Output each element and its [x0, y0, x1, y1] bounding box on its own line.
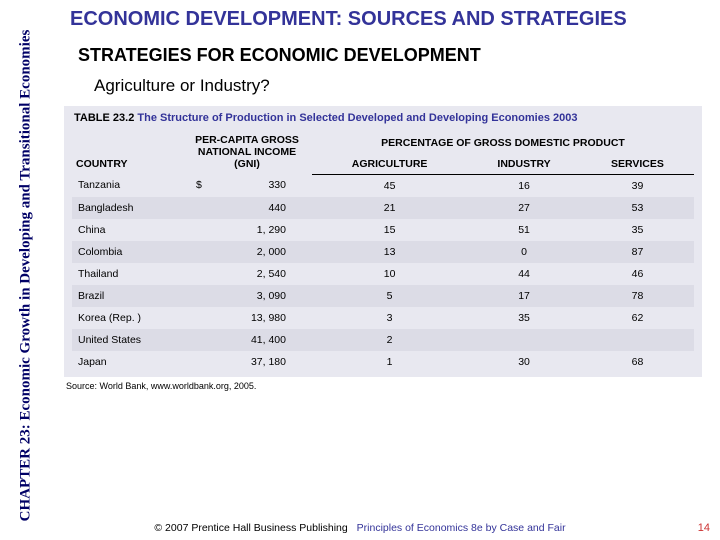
table-row: Brazil3, 09051778: [72, 285, 694, 307]
page-subtitle: STRATEGIES FOR ECONOMIC DEVELOPMENT: [78, 45, 706, 66]
cell-services: 62: [581, 307, 694, 329]
cell-country: Japan: [72, 351, 182, 373]
page-number: 14: [698, 522, 710, 534]
cell-industry: 0: [467, 241, 581, 263]
table-source: Source: World Bank, www.worldbank.org, 2…: [66, 381, 706, 391]
col-country: COUNTRY: [72, 132, 182, 174]
cell-income: 13, 980: [182, 307, 312, 329]
cell-agriculture: 21: [312, 197, 467, 219]
cell-income: $330: [182, 174, 312, 197]
cell-country: Korea (Rep. ): [72, 307, 182, 329]
cell-industry: 35: [467, 307, 581, 329]
cell-agriculture: 2: [312, 329, 467, 351]
production-table: COUNTRY PER-CAPITA GROSS NATIONAL INCOME…: [72, 132, 694, 373]
table-row: Tanzania$330451639: [72, 174, 694, 197]
cell-income: 440: [182, 197, 312, 219]
cell-services: [581, 329, 694, 351]
cell-agriculture: 1: [312, 351, 467, 373]
footer: © 2007 Prentice Hall Business Publishing…: [0, 522, 720, 534]
col-services: SERVICES: [581, 151, 694, 174]
chapter-sidebar-label: CHAPTER 23: Economic Growth in Developin…: [6, 60, 46, 490]
cell-agriculture: 45: [312, 174, 467, 197]
cell-agriculture: 3: [312, 307, 467, 329]
cell-industry: [467, 329, 581, 351]
cell-services: 68: [581, 351, 694, 373]
cell-services: 46: [581, 263, 694, 285]
table-row: United States41, 4002: [72, 329, 694, 351]
cell-agriculture: 15: [312, 219, 467, 241]
cell-income: 1, 290: [182, 219, 312, 241]
cell-income: 3, 090: [182, 285, 312, 307]
page-title: ECONOMIC DEVELOPMENT: SOURCES AND STRATE…: [70, 8, 706, 31]
cell-industry: 27: [467, 197, 581, 219]
footer-book: Principles of Economics 8e by Case and F…: [357, 522, 566, 534]
table-caption-text: The Structure of Production in Selected …: [137, 112, 577, 124]
cell-country: Colombia: [72, 241, 182, 263]
cell-agriculture: 10: [312, 263, 467, 285]
cell-country: United States: [72, 329, 182, 351]
table-row: Colombia2, 00013087: [72, 241, 694, 263]
cell-industry: 44: [467, 263, 581, 285]
cell-services: 39: [581, 174, 694, 197]
cell-country: China: [72, 219, 182, 241]
col-industry: INDUSTRY: [467, 151, 581, 174]
table-row: Japan37, 18013068: [72, 351, 694, 373]
cell-income: 41, 400: [182, 329, 312, 351]
cell-services: 78: [581, 285, 694, 307]
chapter-sidebar-text: CHAPTER 23: Economic Growth in Developin…: [18, 29, 35, 521]
cell-income: 37, 180: [182, 351, 312, 373]
col-income: PER-CAPITA GROSS NATIONAL INCOME (GNI): [182, 132, 312, 174]
col-agriculture: AGRICULTURE: [312, 151, 467, 174]
cell-industry: 30: [467, 351, 581, 373]
cell-income: 2, 000: [182, 241, 312, 263]
cell-agriculture: 13: [312, 241, 467, 263]
cell-industry: 17: [467, 285, 581, 307]
footer-copyright: © 2007 Prentice Hall Business Publishing: [154, 522, 347, 534]
cell-services: 87: [581, 241, 694, 263]
cell-services: 53: [581, 197, 694, 219]
section-question: Agriculture or Industry?: [94, 76, 706, 96]
table-row: Bangladesh440212753: [72, 197, 694, 219]
table-row: Thailand2, 540104446: [72, 263, 694, 285]
col-group: PERCENTAGE OF GROSS DOMESTIC PRODUCT: [312, 132, 694, 151]
table-row: Korea (Rep. )13, 98033562: [72, 307, 694, 329]
cell-country: Brazil: [72, 285, 182, 307]
table-caption-label: TABLE 23.2: [74, 112, 134, 124]
cell-industry: 51: [467, 219, 581, 241]
table-row: China1, 290155135: [72, 219, 694, 241]
cell-country: Thailand: [72, 263, 182, 285]
cell-country: Bangladesh: [72, 197, 182, 219]
cell-income: 2, 540: [182, 263, 312, 285]
table-caption: TABLE 23.2 The Structure of Production i…: [72, 112, 694, 124]
table-container: TABLE 23.2 The Structure of Production i…: [64, 106, 702, 377]
main-content: ECONOMIC DEVELOPMENT: SOURCES AND STRATE…: [54, 0, 720, 540]
cell-industry: 16: [467, 174, 581, 197]
cell-services: 35: [581, 219, 694, 241]
cell-country: Tanzania: [72, 174, 182, 197]
cell-agriculture: 5: [312, 285, 467, 307]
